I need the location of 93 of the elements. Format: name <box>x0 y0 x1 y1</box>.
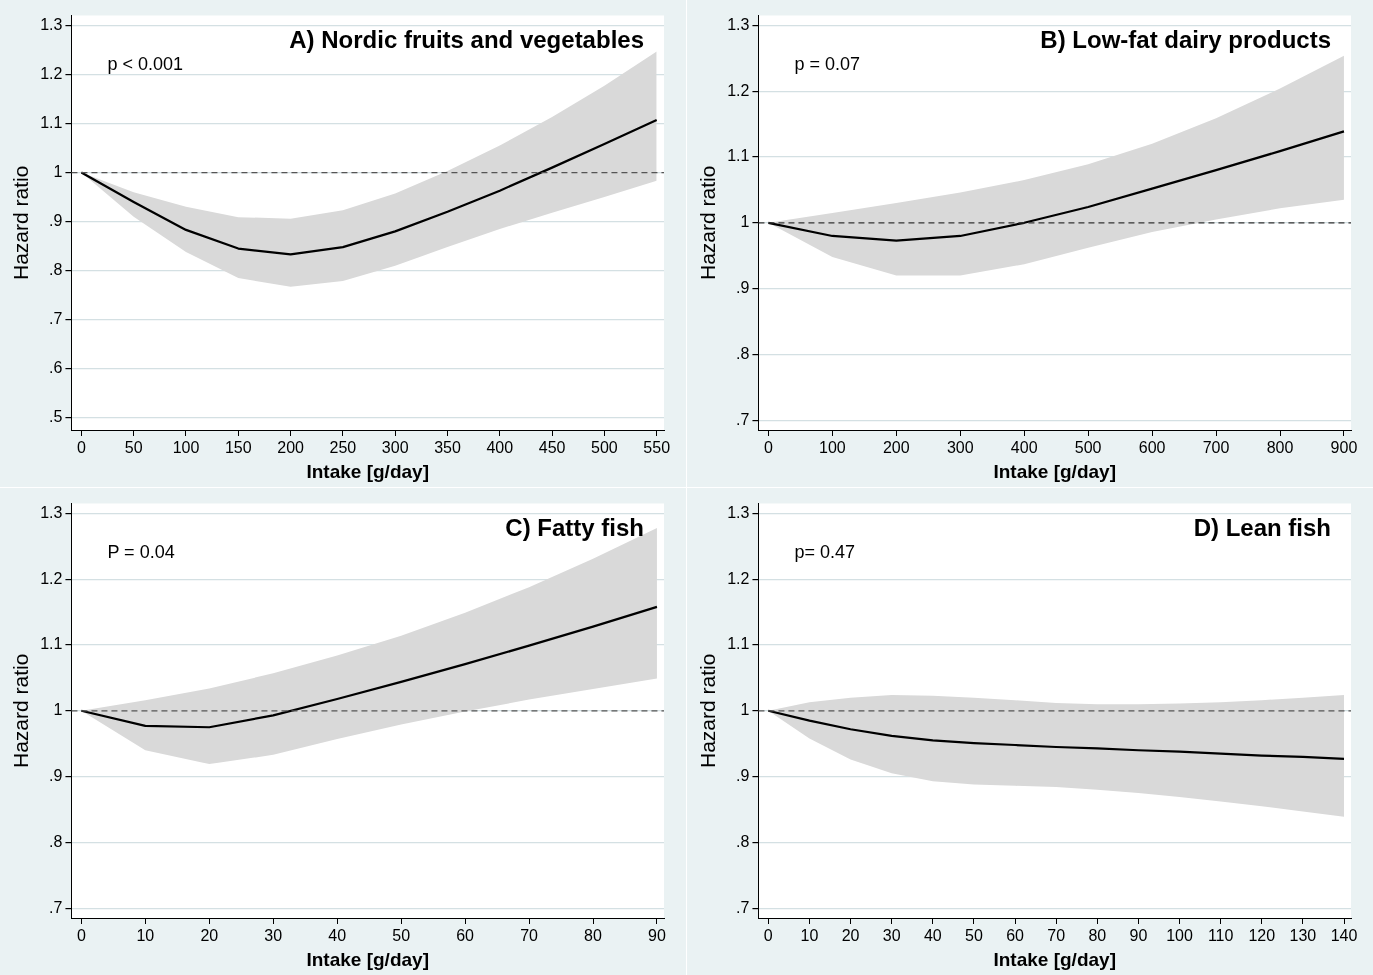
x-tick-label: 50 <box>124 439 143 457</box>
x-axis-title: Intake [g/day] <box>306 948 429 970</box>
y-tick-label: 1.3 <box>727 15 750 33</box>
x-tick-label: 140 <box>1330 927 1358 945</box>
y-tick-label: 1.2 <box>40 64 63 82</box>
y-tick-label: .9 <box>49 766 63 784</box>
x-axis-title: Intake [g/day] <box>306 460 429 482</box>
y-tick-label: .8 <box>49 832 63 850</box>
annotation: P = 0.04 <box>107 541 175 562</box>
y-tick-label: 1.1 <box>727 147 750 165</box>
x-tick-label: 100 <box>1166 927 1193 945</box>
y-tick-label: .9 <box>736 278 750 296</box>
x-tick-label: 0 <box>763 439 773 457</box>
y-tick-label: 1.1 <box>40 635 63 653</box>
x-tick-label: 450 <box>538 439 566 457</box>
y-tick-label: 1.1 <box>727 635 750 653</box>
x-tick-label: 90 <box>648 927 666 945</box>
x-tick-label: 10 <box>800 927 819 945</box>
x-tick-label: 30 <box>264 927 283 945</box>
x-tick-label: 50 <box>965 927 983 945</box>
y-tick-label: 1.3 <box>40 15 63 33</box>
x-tick-label: 200 <box>882 439 910 457</box>
x-tick-label: 200 <box>277 439 305 457</box>
x-tick-label: 20 <box>200 927 219 945</box>
x-tick-label: 400 <box>486 439 514 457</box>
x-tick-label: 0 <box>76 927 86 945</box>
y-tick-label: 1 <box>53 162 63 180</box>
y-tick-label: 1 <box>740 701 750 719</box>
x-tick-label: 20 <box>841 927 860 945</box>
x-tick-label: 250 <box>329 439 357 457</box>
y-tick-label: .7 <box>49 898 63 916</box>
y-tick-label: 1.2 <box>40 569 63 587</box>
chart-title: A) Nordic fruits and vegetables <box>289 26 644 54</box>
y-tick-label: .8 <box>736 344 750 362</box>
x-axis-title: Intake [g/day] <box>993 460 1116 482</box>
x-tick-label: 120 <box>1248 927 1276 945</box>
y-tick-label: 1.3 <box>40 503 63 521</box>
text: D) Lean fish <box>1193 514 1331 542</box>
y-tick-label: .9 <box>49 211 63 229</box>
x-tick-label: 150 <box>224 439 252 457</box>
y-tick-label: 1.1 <box>40 113 63 131</box>
y-tick-label: .8 <box>49 261 63 279</box>
x-tick-label: 40 <box>923 927 942 945</box>
x-tick-label: 70 <box>1047 927 1066 945</box>
y-tick-label: 1 <box>740 213 750 231</box>
x-axis-title: Intake [g/day] <box>993 948 1116 970</box>
y-tick-label: .5 <box>49 408 63 426</box>
x-tick-label: 500 <box>1074 439 1102 457</box>
x-tick-label: 40 <box>328 927 347 945</box>
x-tick-label: 60 <box>1006 927 1025 945</box>
x-tick-label: 100 <box>172 439 200 457</box>
x-tick-label: 900 <box>1330 439 1358 457</box>
x-tick-label: 130 <box>1289 927 1317 945</box>
y-axis-title: Hazard ratio <box>9 165 33 280</box>
text: C) Fatty fish <box>505 514 644 542</box>
x-tick-label: 700 <box>1202 439 1230 457</box>
x-tick-label: 10 <box>136 927 155 945</box>
annotation: p = 0.07 <box>794 53 860 74</box>
x-tick-label: 350 <box>434 439 461 457</box>
y-tick-label: .6 <box>49 359 63 377</box>
y-tick-label: .7 <box>49 310 63 328</box>
x-tick-label: 50 <box>392 927 411 945</box>
x-tick-label: 100 <box>819 439 846 457</box>
x-tick-label: 80 <box>584 927 603 945</box>
x-tick-label: 300 <box>381 439 409 457</box>
x-tick-label: 550 <box>643 439 671 457</box>
y-tick-label: 1 <box>53 701 63 719</box>
x-tick-label: 90 <box>1129 927 1148 945</box>
x-tick-label: 0 <box>76 439 86 457</box>
y-tick-label: .9 <box>736 766 750 784</box>
y-tick-label: .8 <box>736 832 750 850</box>
y-axis-title: Hazard ratio <box>9 653 33 768</box>
chart-title: B) Low-fat dairy products <box>1040 26 1331 54</box>
x-tick-label: 80 <box>1088 927 1107 945</box>
y-tick-label: 1.2 <box>727 81 750 99</box>
x-tick-label: 400 <box>1010 439 1038 457</box>
x-tick-label: 70 <box>520 927 539 945</box>
annotation: p= 0.47 <box>794 541 855 562</box>
x-tick-label: 800 <box>1266 439 1294 457</box>
x-tick-label: 60 <box>456 927 475 945</box>
x-tick-label: 500 <box>591 439 618 457</box>
x-tick-label: 0 <box>763 927 773 945</box>
y-tick-label: 1.3 <box>727 503 750 521</box>
x-tick-label: 600 <box>1138 439 1166 457</box>
y-tick-label: 1.2 <box>727 569 750 587</box>
x-tick-label: 300 <box>946 439 974 457</box>
x-tick-label: 110 <box>1207 927 1234 945</box>
y-axis-title: Hazard ratio <box>696 165 720 280</box>
y-axis-title: Hazard ratio <box>696 653 720 768</box>
x-tick-label: 30 <box>882 927 901 945</box>
y-tick-label: .7 <box>736 898 750 916</box>
annotation: p < 0.001 <box>107 53 184 74</box>
y-tick-label: .7 <box>736 410 750 428</box>
